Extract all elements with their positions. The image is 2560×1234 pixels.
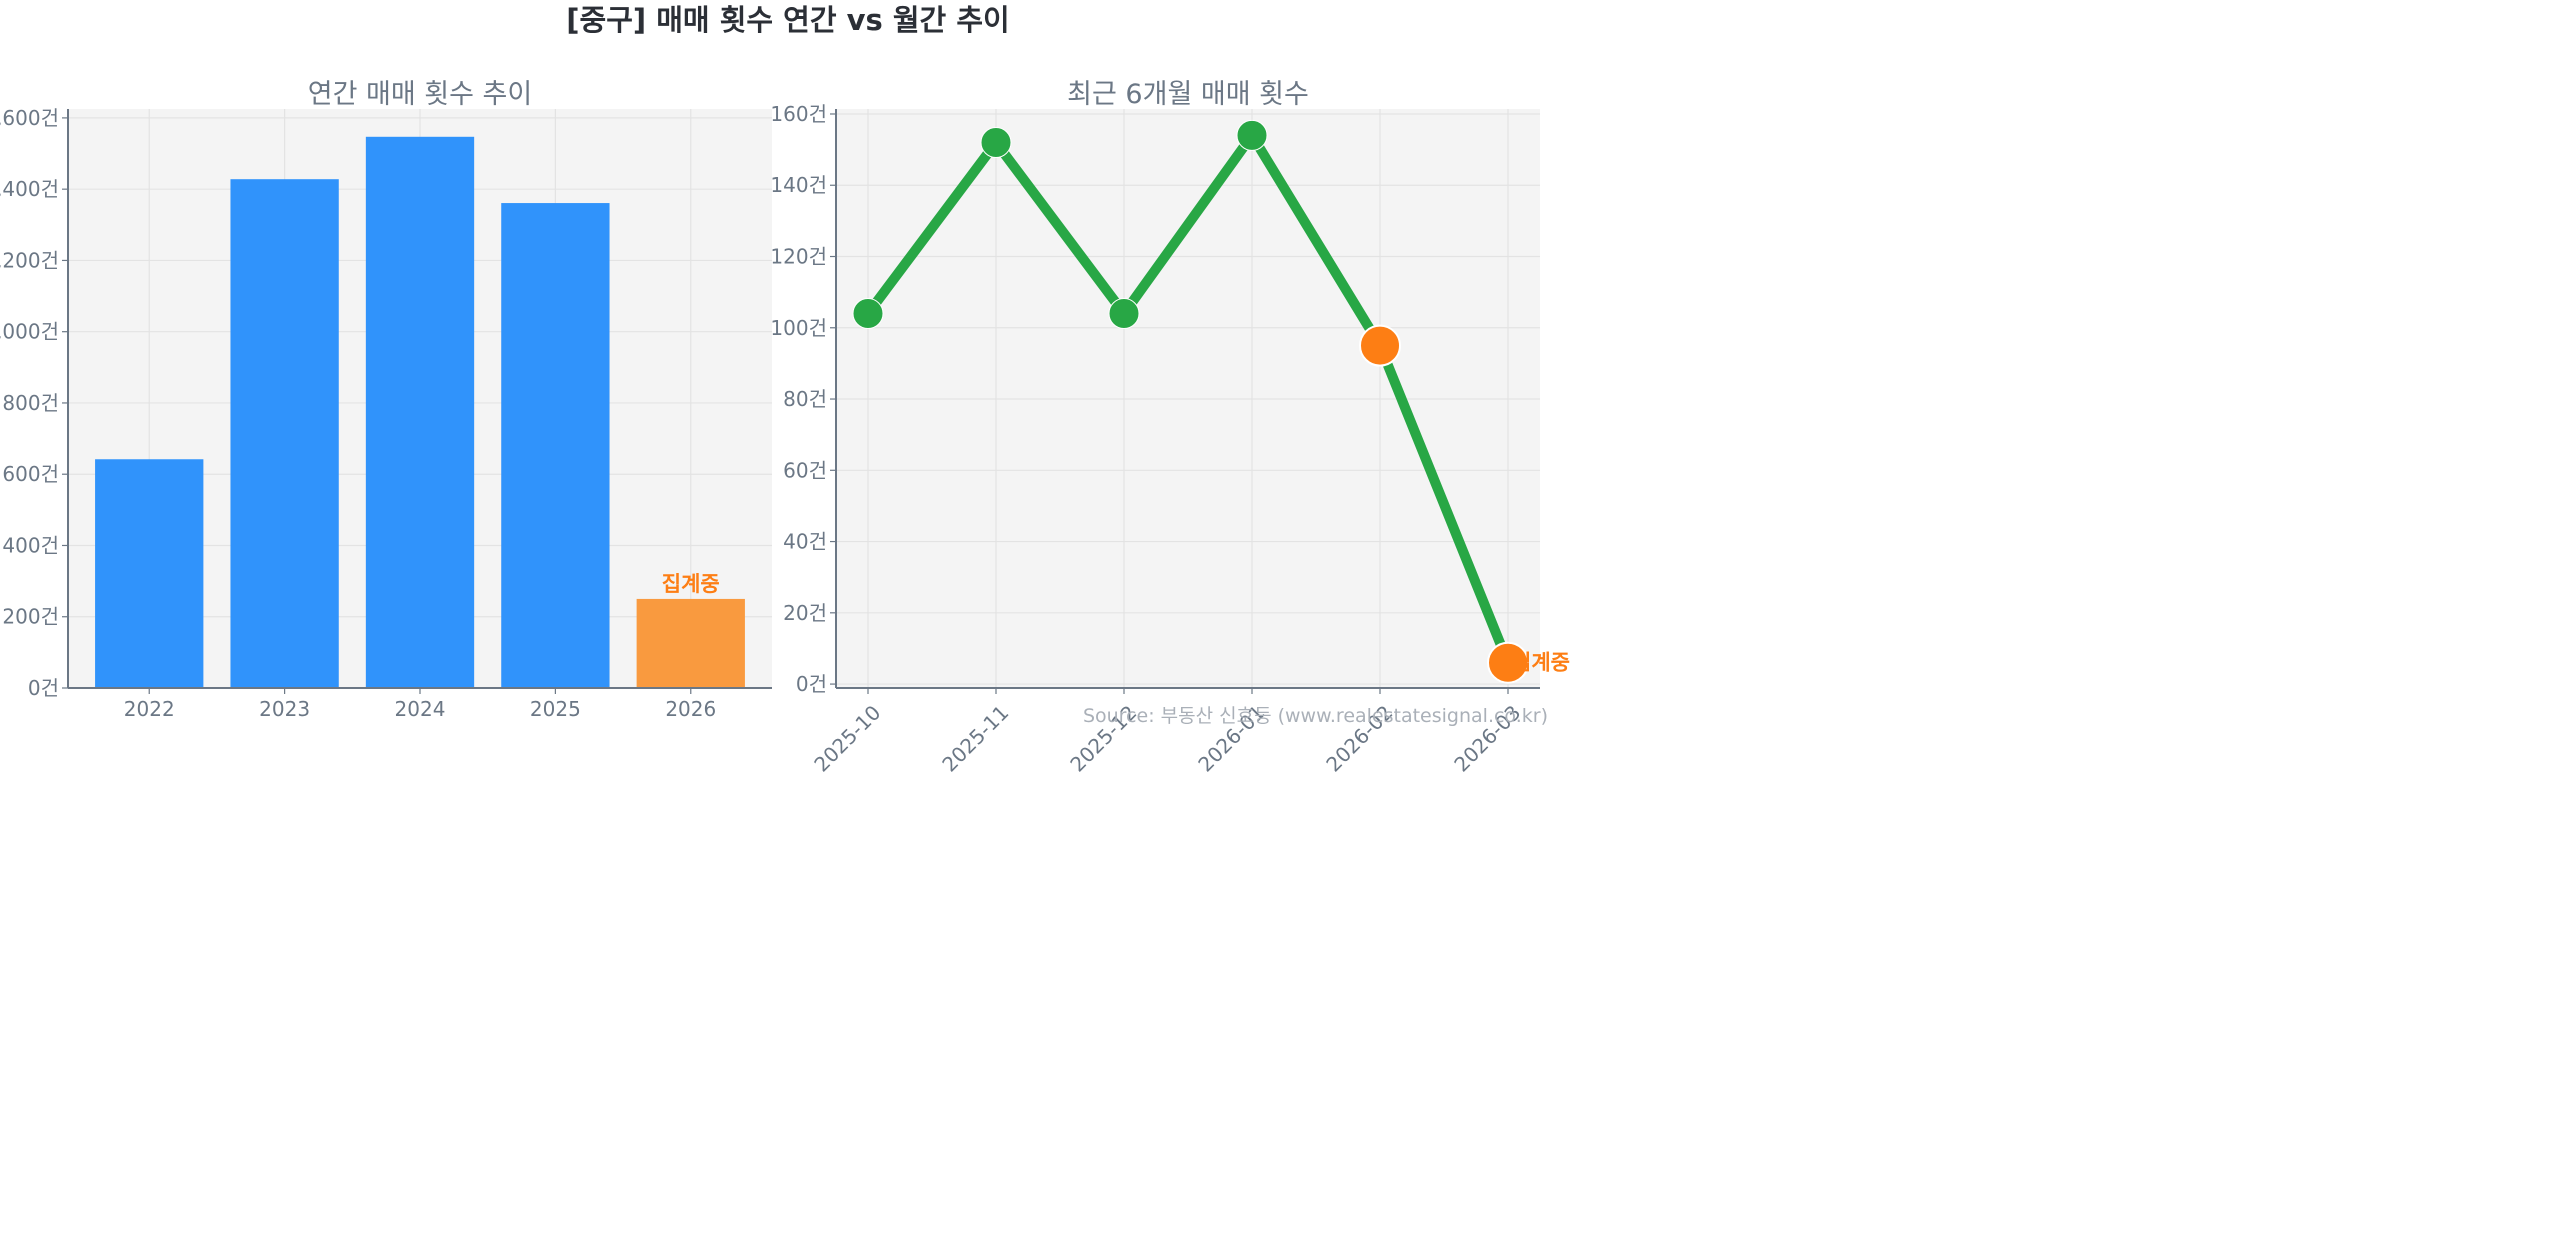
y-tick-label: 120건: [770, 245, 827, 269]
data-point-2026-02: [1359, 324, 1401, 367]
x-tick-label: 2025-11: [937, 700, 1013, 776]
bar-2026: [636, 598, 745, 688]
bar-2023: [230, 179, 339, 688]
chart-annual: 0건 200건 400건 600건 800건 1,000건 1,200건 1,400건 1,60…: [0, 79, 772, 721]
y-tick-label: 80건: [783, 387, 827, 411]
y-tick-label: 40건: [783, 530, 827, 554]
x-tick-label: 2026: [665, 697, 716, 721]
data-point-2026-03: [1487, 641, 1529, 684]
y-tick-label: 1,000건: [0, 320, 59, 344]
data-point-2025-10: [852, 298, 884, 330]
y-tick-label: 200건: [2, 605, 59, 629]
y-tick-label: 600건: [2, 462, 59, 486]
subplot-title: 최근 6개월 매매 횟수: [1067, 79, 1309, 110]
x-tick-label: 2024: [395, 697, 446, 721]
x-tick-label: 2025-10: [809, 700, 885, 776]
y-tick-label: 1,600건: [0, 106, 59, 130]
series-line: [863, 130, 1513, 665]
data-point-2026-01: [1236, 119, 1268, 151]
bar-2022: [95, 459, 204, 688]
y-tick-label: 100건: [770, 316, 827, 340]
x-tick-label: 2025: [530, 697, 581, 721]
data-point-2025-11: [980, 126, 1012, 158]
partial-annotation: 집계중: [1512, 651, 1570, 675]
subplot-title: 연간 매매 횟수 추이: [308, 79, 532, 110]
y-tick-label: 400건: [2, 533, 59, 557]
x-tick-label: 2022: [124, 697, 175, 721]
figure-title: [중구] 매매 횟수 연간 vs 월간 추이: [566, 3, 1010, 37]
data-point-2025-12: [1108, 298, 1140, 330]
chart-monthly: 0건 20건 40건 60건 80건 100건 120건 140건 160건 최근 6개월 매매 …: [770, 79, 1570, 777]
y-tick-label: 1,400건: [0, 177, 59, 201]
y-tick-label: 60건: [783, 458, 827, 482]
y-tick-label: 800건: [2, 391, 59, 415]
y-tick-label: 0건: [28, 676, 59, 700]
y-tick-label: 140건: [770, 173, 827, 197]
source-text: Source: 부동산 신호등 (www.realestatesignal.co…: [1083, 705, 1548, 727]
partial-annotation: 집계중: [662, 572, 720, 596]
y-tick-label: 0건: [796, 672, 827, 696]
x-tick-label: 2023: [259, 697, 310, 721]
y-tick-label: 160건: [770, 102, 827, 126]
bar-2025: [501, 203, 610, 688]
y-tick-label: 1,200건: [0, 248, 59, 272]
y-tick-label: 20건: [783, 601, 827, 625]
bar-2024: [365, 136, 475, 689]
